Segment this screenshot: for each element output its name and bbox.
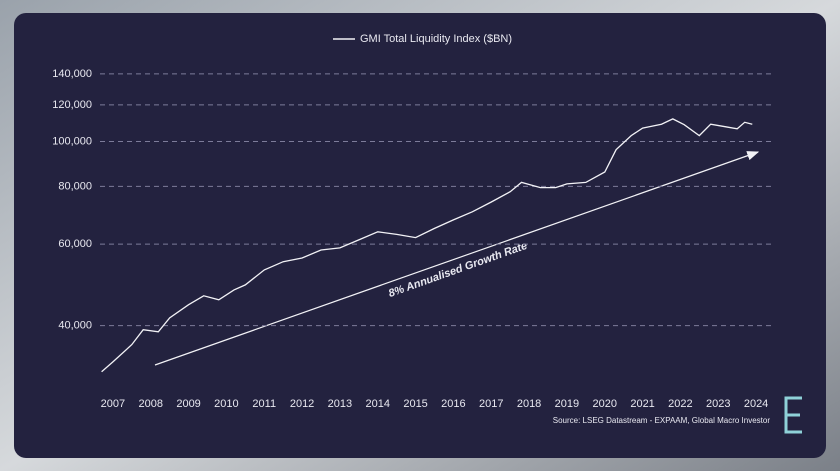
logo (784, 396, 802, 434)
x-tick-label: 2016 (441, 398, 465, 410)
data-line (101, 118, 753, 373)
x-tick-label: 2021 (630, 398, 654, 410)
x-tick-label: 2019 (555, 398, 579, 410)
y-tick-label: 140,000 (52, 68, 92, 80)
x-tick-label: 2014 (366, 398, 390, 410)
trend-arrow (154, 151, 760, 366)
y-tick-label: 80,000 (58, 180, 92, 192)
legend: GMI Total Liquidity Index ($BN) (333, 33, 512, 45)
y-tick-label: 120,000 (52, 99, 92, 111)
y-tick-label: 100,000 (52, 135, 92, 147)
x-tick-label: 2017 (479, 398, 503, 410)
x-tick-label: 2024 (744, 398, 768, 410)
x-tick-label: 2012 (290, 398, 314, 410)
y-tick-label: 60,000 (58, 238, 92, 250)
legend-label: GMI Total Liquidity Index ($BN) (360, 33, 512, 45)
x-tick-label: 2013 (328, 398, 352, 410)
source-note: Source: LSEG Datastream - EXPAAM, Global… (553, 416, 771, 425)
x-tick-label: 2020 (593, 398, 617, 410)
x-tick-label: 2007 (101, 398, 125, 410)
x-tick-label: 2018 (517, 398, 541, 410)
y-tick-label: 40,000 (58, 320, 92, 332)
x-tick-label: 2009 (176, 398, 200, 410)
x-tick-label: 2010 (214, 398, 238, 410)
x-tick-label: 2015 (403, 398, 427, 410)
x-tick-label: 2011 (252, 398, 276, 410)
x-tick-label: 2008 (139, 398, 163, 410)
x-tick-label: 2023 (706, 398, 730, 410)
x-tick-label: 2022 (668, 398, 692, 410)
